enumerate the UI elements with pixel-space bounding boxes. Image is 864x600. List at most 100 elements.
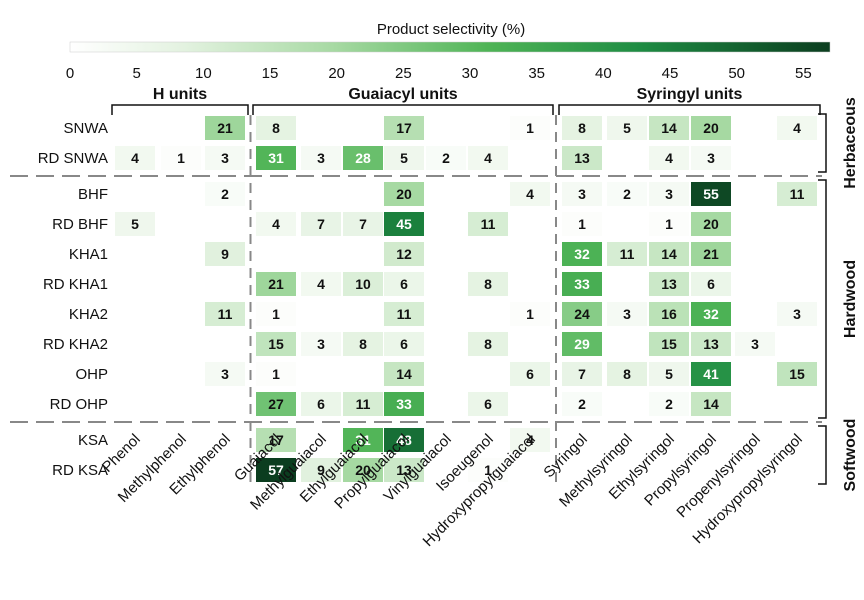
heatmap-cell [205,362,245,386]
cell-value-label: 3 [317,150,325,166]
heatmap-cell [649,182,689,206]
cell-value-label: 41 [703,366,719,382]
heatmap-cell [384,212,424,236]
heatmap-cell [301,332,341,356]
heatmap-cell [649,242,689,266]
cell-value-label: 21 [703,246,719,262]
cell-value-label: 6 [707,276,715,292]
column-group-bracket [111,104,249,115]
colorbar-tick-label: 30 [462,65,479,82]
heatmap-cell [468,332,508,356]
cell-value-label: 2 [665,396,673,412]
heatmap-cell [301,392,341,416]
cell-value-label: 1 [526,120,534,136]
cell-value-label: 20 [703,216,719,232]
cell-value-label: 1 [484,462,492,478]
cell-value-label: 1 [177,150,185,166]
heatmap-cell [301,146,341,170]
colorbar-title: Product selectivity (%) [377,21,525,38]
heatmap-cell [256,272,296,296]
heatmap-cell [384,428,424,452]
cell-value-label: 14 [703,396,719,412]
heatmap-cell [384,242,424,266]
cell-value-label: 31 [355,432,371,448]
column-group-bracket [252,104,554,115]
heatmap-cell [256,332,296,356]
heatmap-cell [384,272,424,296]
row-group-label: Herbaceous [842,97,859,189]
row-label: RD BHF [52,216,108,233]
cell-value-label: 2 [221,186,229,202]
heatmap-cell [384,146,424,170]
column-group-bracket [558,104,821,115]
heatmap-cell [649,392,689,416]
heatmap-cell [562,302,602,326]
cell-value-label: 4 [665,150,673,166]
heatmap-cell [691,332,731,356]
heatmap-cell [468,272,508,296]
heatmap-cell [607,302,647,326]
cell-value-label: 21 [217,120,233,136]
heatmap-cell [649,116,689,140]
heatmap-cell [384,302,424,326]
heatmap-cell [384,362,424,386]
heatmap-cell [691,212,731,236]
cell-value-label: 5 [623,120,631,136]
heatmap-cell [607,242,647,266]
cell-value-label: 6 [526,366,534,382]
heatmap-cell [343,212,383,236]
cell-value-label: 55 [703,186,719,202]
cell-value-label: 1 [665,216,673,232]
cell-value-label: 5 [400,150,408,166]
row-label: BHF [78,186,108,203]
cell-value-label: 13 [574,150,590,166]
cell-value-label: 8 [623,366,631,382]
row-label: RD KSA [52,462,108,479]
cell-value-label: 7 [317,216,325,232]
cell-value-label: 29 [574,336,590,352]
row-group-label: Hardwood [842,260,859,338]
heatmap-cell [205,302,245,326]
heatmap-cell [301,272,341,296]
heatmap-cell [562,242,602,266]
heatmap-cell [343,392,383,416]
heatmap-cell [384,392,424,416]
heatmap-cell [343,428,383,452]
cell-value-label: 13 [661,276,677,292]
colorbar-tick-label: 20 [328,65,345,82]
heatmap-cell [777,302,817,326]
heatmap-cell [649,272,689,296]
cell-value-label: 11 [356,396,371,412]
heatmap-cell [691,392,731,416]
colorbar-tick-label: 55 [795,65,812,82]
colorbar-tick-label: 50 [728,65,745,82]
heatmap-cell [777,182,817,206]
heatmap-cell [777,116,817,140]
row-label: KSA [78,432,108,449]
heatmap-cell [649,212,689,236]
cell-value-label: 11 [481,216,496,232]
cell-value-label: 3 [623,306,631,322]
cell-value-label: 14 [396,366,412,382]
cell-value-label: 13 [396,462,412,478]
heatmap-cell [691,302,731,326]
cell-value-label: 5 [665,366,673,382]
heatmap-cell [510,182,550,206]
cell-value-label: 3 [707,150,715,166]
heatmap-cell [384,458,424,482]
cell-value-label: 3 [793,306,801,322]
heatmap-cell [468,458,508,482]
heatmap-cell [562,182,602,206]
heatmap-cell [426,146,466,170]
cell-value-label: 4 [272,216,280,232]
heatmap-cell [343,272,383,296]
cell-value-label: 31 [268,150,284,166]
heatmap-cell [343,458,383,482]
heatmap-cell [384,182,424,206]
cell-value-label: 6 [400,276,408,292]
cell-value-label: 8 [578,120,586,136]
heatmap-cell [343,146,383,170]
cell-value-label: 1 [272,306,280,322]
heatmap-cell [510,362,550,386]
